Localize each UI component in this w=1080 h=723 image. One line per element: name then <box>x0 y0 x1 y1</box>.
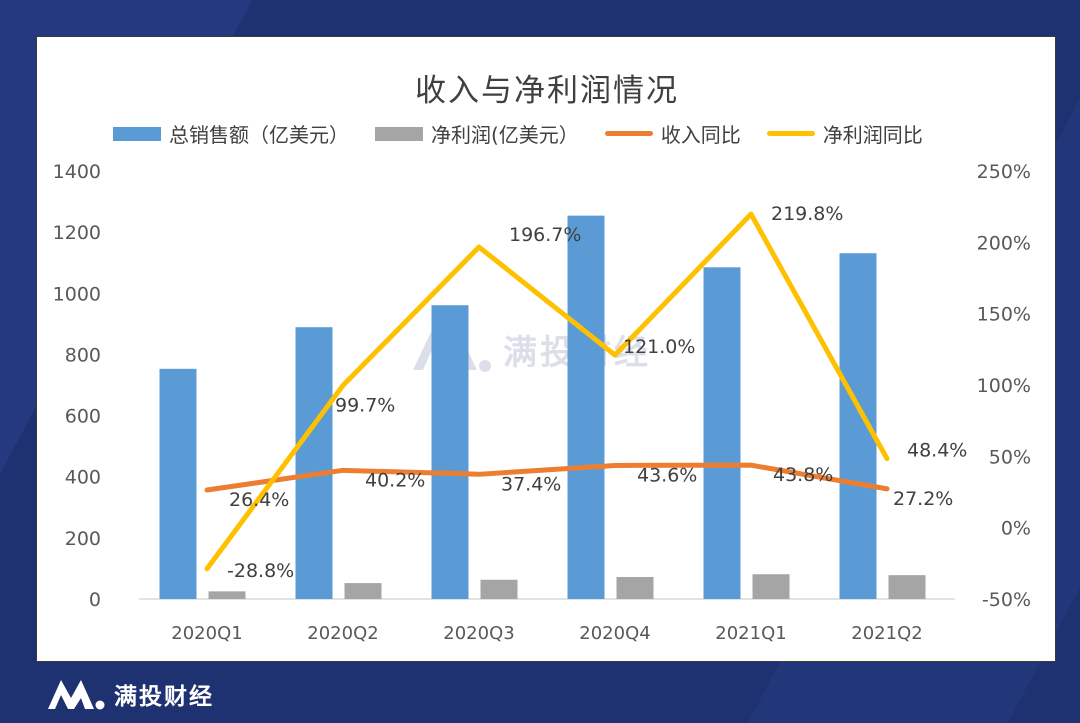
data-label-revenue-yoy: 43.6% <box>637 464 697 486</box>
left-axis-tick-label: 1000 <box>53 283 101 305</box>
x-axis-tick-label: 2020Q2 <box>307 623 378 644</box>
logo-icon <box>48 680 105 710</box>
right-axis-tick-label: 200% <box>977 232 1031 254</box>
bar-profit <box>344 583 382 599</box>
data-label-profit-yoy: 196.7% <box>509 224 581 246</box>
chart-svg: 0 200 400 600 800 1000 1200 1400 -50% 0% 50% 100% 15… <box>53 161 1031 644</box>
bar-sales <box>159 368 197 599</box>
data-label-profit-yoy: 219.8% <box>771 203 843 225</box>
data-label-revenue-yoy: 27.2% <box>893 488 953 510</box>
x-axis-tick-label: 2021Q1 <box>715 623 786 644</box>
bar-sales <box>431 305 469 599</box>
left-axis-tick-label: 200 <box>65 528 101 550</box>
chart-legend: 总销售额（亿美元） 净利润(亿美元） 收入同比 净利润同比 <box>113 119 949 148</box>
x-axis-tick-label: 2021Q2 <box>851 623 922 644</box>
right-axis-tick-label: 150% <box>977 304 1031 326</box>
legend-item-revenue-yoy: 收入同比 <box>604 119 741 148</box>
data-label-profit-yoy: 48.4% <box>907 440 967 462</box>
legend-item-sales: 总销售额（亿美元） <box>113 119 349 148</box>
bar-profit <box>480 579 518 599</box>
legend-label-sales: 总销售额（亿美元） <box>169 123 349 147</box>
bar-profit <box>616 576 654 599</box>
right-axis-tick-label: 100% <box>977 375 1031 397</box>
chart-card: 收入与净利润情况 总销售额（亿美元） 净利润(亿美元） 收入同比 净利润同比 满… <box>36 36 1056 662</box>
line-profit-yoy <box>204 211 890 572</box>
bar-profit <box>888 575 926 599</box>
legend-swatch-revenue-yoy <box>604 131 653 136</box>
right-axis-tick-label: 0% <box>1001 518 1031 540</box>
brand-name: 满投财经 <box>114 684 214 710</box>
data-label-revenue-yoy: 43.8% <box>773 464 833 486</box>
legend-swatch-sales <box>113 126 161 141</box>
data-label-profit-yoy: -28.8% <box>227 560 294 582</box>
x-axis-tick-label: 2020Q1 <box>171 623 242 644</box>
bar-profit <box>208 591 246 599</box>
data-label-revenue-yoy: 37.4% <box>501 473 561 495</box>
data-label-revenue-yoy: 26.4% <box>229 489 289 511</box>
legend-item-profit: 净利润(亿美元） <box>375 119 579 148</box>
chart-title: 收入与净利润情况 <box>415 73 679 109</box>
legend-swatch-profit-yoy <box>766 131 815 136</box>
left-axis-tick-label: 800 <box>65 344 101 366</box>
right-axis-tick-label: 250% <box>977 161 1031 183</box>
right-axis-tick-label: 50% <box>989 446 1031 468</box>
bar-profit <box>752 574 790 599</box>
x-axis-tick-label: 2020Q3 <box>443 623 514 644</box>
left-axis-tick-label: 1400 <box>53 161 101 183</box>
bar-sales <box>295 327 333 599</box>
x-axis-tick-label: 2020Q4 <box>579 623 650 644</box>
line-revenue-yoy <box>204 462 890 493</box>
data-label-profit-yoy: 121.0% <box>623 336 695 358</box>
data-label-revenue-yoy: 40.2% <box>365 469 425 491</box>
legend-label-revenue-yoy: 收入同比 <box>660 123 741 147</box>
bar-sales <box>703 267 741 599</box>
left-axis-tick-label: 1200 <box>53 222 101 244</box>
legend-label-profit-yoy: 净利润同比 <box>822 123 923 147</box>
legend-swatch-profit <box>375 126 423 141</box>
data-label-profit-yoy: 99.7% <box>335 394 395 416</box>
right-axis-tick-label: -50% <box>982 589 1031 611</box>
left-axis-tick-label: 0 <box>89 589 101 611</box>
left-axis-tick-label: 400 <box>65 467 101 489</box>
footer-brand: 满投财经 <box>46 676 214 712</box>
left-axis-tick-label: 600 <box>65 406 101 428</box>
legend-label-profit: 净利润(亿美元） <box>431 123 579 147</box>
bar-sales <box>567 215 605 600</box>
legend-item-profit-yoy: 净利润同比 <box>766 119 923 148</box>
